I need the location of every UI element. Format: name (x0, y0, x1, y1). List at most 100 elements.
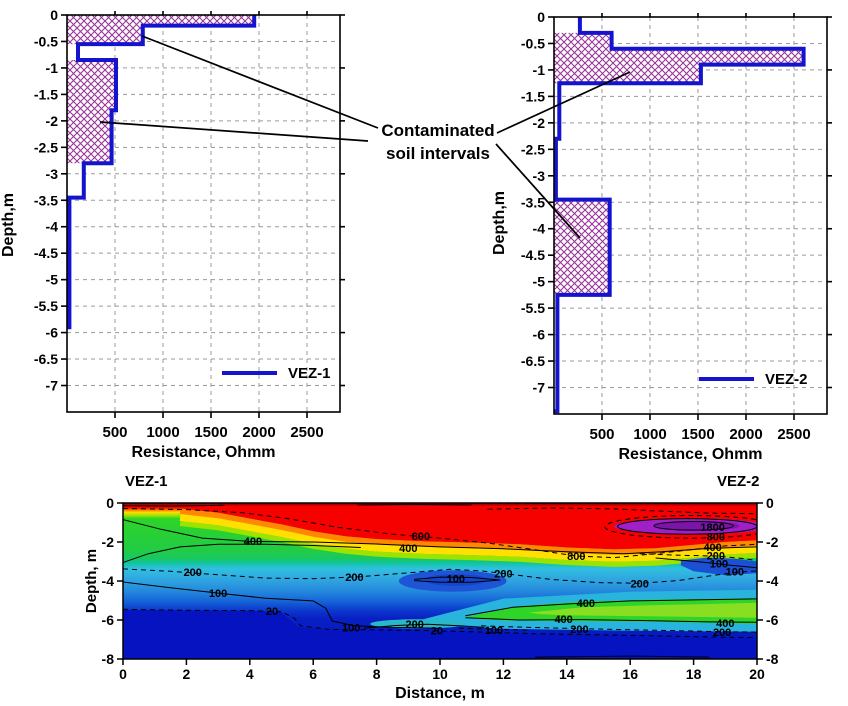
contour-label: 200 (707, 551, 725, 563)
y-tick-label: -5.5 (521, 300, 545, 316)
purple-blob-core (653, 520, 740, 531)
y-tick-label: -2.5 (521, 141, 545, 157)
x-tick-label: 1000 (146, 424, 179, 441)
section-y-axis-title: Depth, m (83, 549, 100, 613)
y-tick-label: -3.5 (34, 192, 58, 208)
transition-band (179, 514, 757, 562)
y-tick-label: -3.5 (521, 194, 545, 210)
section-y-tick-label-right: -6 (766, 612, 779, 628)
contour-ellipse-1800 (653, 521, 734, 531)
section-x-tick-label: 10 (432, 666, 448, 682)
section-y-tick-label: -2 (102, 534, 115, 550)
contour-label: 200 (405, 619, 423, 631)
x-axis-title: Resistance, Ohmm (618, 446, 762, 463)
y-axis-title: Depth,m (491, 191, 508, 255)
section-x-tick-label: 20 (749, 666, 765, 682)
red-zone (180, 503, 757, 550)
wedge-core (528, 602, 757, 618)
x-tick-label: 1000 (633, 426, 666, 443)
vez1-step-chart: 500 1000 1500 2000 2500 0 -0.5 -1 -1.5 -2 -2.5 -3 -3… (0, 7, 345, 461)
section-x-tick-label: 0 (119, 666, 127, 682)
y-tick-label: -1 (533, 62, 546, 78)
annotation-text-line2: soil intervals (386, 144, 490, 163)
x-tick-label: 2500 (290, 424, 323, 441)
contour-line-solid (465, 598, 757, 617)
x-tick-label: 500 (102, 424, 127, 441)
y-tick-label: -0.5 (34, 33, 58, 49)
contour-label: 100 (447, 574, 465, 586)
section-y-tick-label: -6 (102, 612, 115, 628)
contour-line-dashed (487, 507, 757, 515)
contour-label: 400 (554, 614, 572, 626)
hatch-area (67, 15, 255, 45)
x-axis-title: Resistance, Ohmm (131, 444, 275, 461)
deep-blue-zone (123, 609, 757, 659)
contour-line-solid (357, 503, 472, 506)
y-tick-label: -6.5 (521, 353, 545, 369)
transition-band (179, 508, 757, 556)
contour-line-solid (363, 623, 485, 629)
contour-label: 400 (577, 598, 595, 610)
y-tick-label: 0 (50, 7, 58, 23)
section-x-axis-title: Distance, m (395, 685, 485, 702)
contour-line-dashed (481, 625, 757, 633)
contour-label: 400 (716, 618, 734, 630)
contour-label: 20 (266, 606, 278, 618)
plot-border (66, 14, 341, 413)
x-tick-label: 1500 (681, 426, 714, 443)
contour-label: 100 (342, 622, 360, 634)
x-tick-label: 1500 (194, 424, 227, 441)
contaminated-annotation: Contaminated soil intervals (374, 119, 502, 165)
y-tick-label: -5 (533, 274, 546, 290)
section-x-tick-label: 6 (309, 666, 317, 682)
section-y-tick-label: -4 (102, 573, 115, 589)
section-x-tick-label: 2 (183, 666, 191, 682)
contour-label: 200 (345, 572, 363, 584)
section-y-tick-label-right: 0 (766, 495, 774, 511)
contour-label: 400 (703, 542, 721, 554)
x-tick-label: 2500 (777, 426, 810, 443)
contaminated-hatch (67, 15, 255, 164)
hatch-area (554, 199, 610, 295)
contour-ellipse-1200 (617, 518, 757, 535)
y-tick-label: -1.5 (34, 86, 58, 102)
contour-label: 800 (567, 551, 585, 563)
contour-label: 400 (244, 536, 262, 548)
contour-label: 200 (631, 578, 649, 590)
section-y-tick-label-right: -8 (766, 651, 779, 667)
annotation-text-line1: Contaminated (381, 121, 495, 140)
section-x-tick-label: 12 (496, 666, 512, 682)
contour-line-solid (123, 581, 441, 629)
hatch-area (67, 60, 116, 164)
y-tick-label: -4 (46, 219, 59, 235)
contour-label: 20 (431, 626, 443, 638)
section-x-tick-label: 4 (246, 666, 254, 682)
y-tick-label: -7 (46, 378, 59, 394)
section-title-vez1: VEZ-1 (125, 473, 168, 490)
contour-label: 100 (209, 588, 227, 600)
legend: VEZ-1 (222, 365, 331, 382)
contour-line-dashed (123, 568, 757, 584)
contour-line-dashed (458, 627, 529, 631)
section-y-tick-label-right: -2 (766, 534, 779, 550)
x-tick-label: 2000 (242, 424, 275, 441)
legend-label: VEZ-2 (765, 371, 808, 388)
section-y-tick-label: -8 (102, 651, 115, 667)
contour-line-dashed (639, 553, 757, 561)
contour-line-solid (123, 543, 361, 563)
y-tick-label: -1 (46, 60, 59, 76)
y-tick-label: -3 (533, 168, 546, 184)
y-tick-label: -4.5 (34, 245, 58, 261)
section-x-tick-label: 14 (559, 666, 575, 682)
y-tick-label: -6 (46, 325, 59, 341)
y-tick-label: 0 (537, 9, 545, 25)
contour-label: 200 (570, 624, 588, 636)
transition-band (179, 521, 757, 567)
contour-line-solid (465, 617, 757, 623)
vez2-step-chart: 500 1000 1500 2000 2500 0 -0.5 -1 -1.5 -2 -2.5 -3 -3… (491, 9, 832, 463)
contour-label: 100 (726, 567, 744, 579)
lens-200 (370, 619, 466, 629)
